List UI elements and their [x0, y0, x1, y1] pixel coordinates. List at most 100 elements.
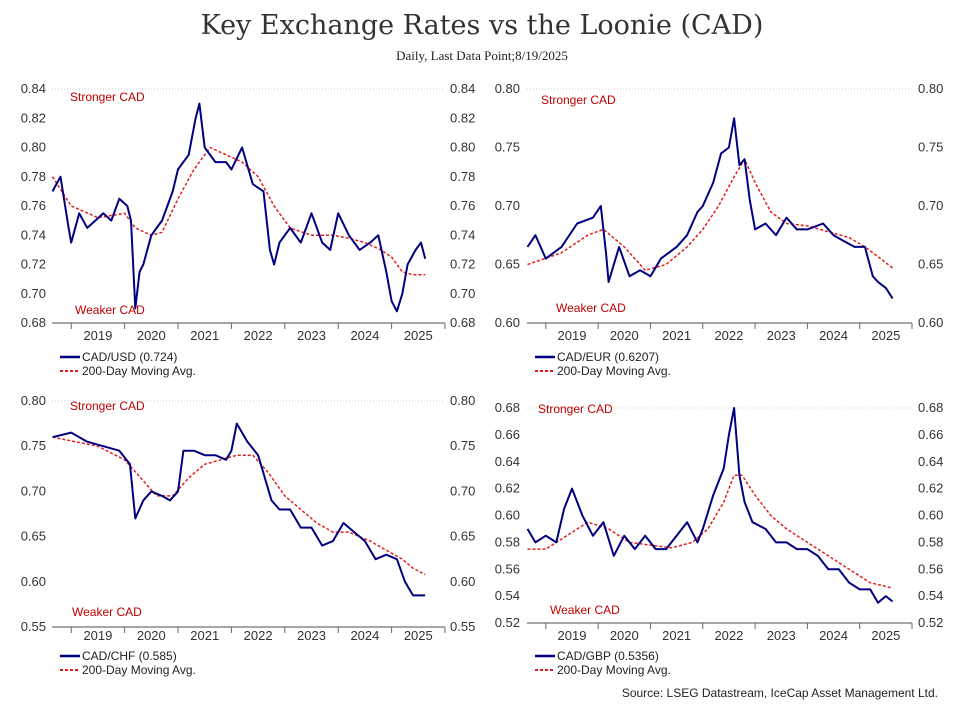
x-tick-label: 2025: [404, 328, 433, 343]
legend: CAD/GBP (0.5356)200-Day Moving Avg.: [535, 649, 671, 677]
y-tick-label-left: 0.80: [21, 393, 46, 408]
x-tick-label: 2024: [819, 328, 848, 343]
y-tick-label-right: 0.70: [450, 483, 475, 498]
series-line-cad-usd: [51, 102, 427, 313]
y-tick-label-left: 0.60: [21, 574, 46, 589]
x-tick-label: 2022: [244, 628, 273, 643]
series-line-cad-eur: [526, 117, 894, 299]
y-tick-label-right: 0.58: [918, 534, 943, 549]
x-tick-label: 2025: [404, 628, 433, 643]
y-tick-label-right: 0.80: [450, 393, 475, 408]
y-tick-label-left: 0.70: [21, 286, 46, 301]
y-tick-label-left: 0.76: [21, 198, 46, 213]
y-tick-label-left: 0.60: [495, 508, 520, 523]
y-tick-label-left: 0.60: [495, 315, 520, 330]
x-tick-label: 2024: [350, 328, 379, 343]
moving-average-line: [527, 158, 894, 272]
annotation-weaker-cad: Weaker CAD: [550, 603, 620, 617]
y-tick-label-left: 0.68: [495, 400, 520, 415]
y-tick-label-right: 0.75: [918, 140, 943, 155]
legend-label-series: CAD/USD (0.724): [82, 350, 177, 364]
y-tick-label-right: 0.80: [450, 140, 475, 155]
x-tick-label: 2022: [714, 628, 743, 643]
legend-label-series: CAD/CHF (0.585): [82, 649, 177, 663]
annotation-stronger-cad: Stronger CAD: [70, 399, 145, 413]
y-tick-label-left: 0.56: [495, 561, 520, 576]
legend-label-moving-average: 200-Day Moving Avg.: [557, 364, 671, 378]
annotation-weaker-cad: Weaker CAD: [72, 605, 142, 619]
x-tick-label: 2023: [767, 628, 796, 643]
y-tick-label-right: 0.56: [918, 561, 943, 576]
series-line-cad-chf: [52, 422, 426, 597]
x-tick-label: 2020: [610, 628, 639, 643]
y-tick-label-left: 0.58: [495, 534, 520, 549]
legend-label-moving-average: 200-Day Moving Avg.: [557, 663, 671, 677]
y-tick-label-right: 0.74: [450, 227, 475, 242]
panel-cad-eur: 0.80 0.80 0.75 0.75 0.70 0.70 0.65 0.65 0.60 0.60…: [495, 81, 944, 378]
x-tick-label: 2019: [558, 628, 587, 643]
y-tick-label-left: 0.84: [21, 81, 46, 96]
legend: CAD/EUR (0.6207)200-Day Moving Avg.: [535, 350, 671, 378]
y-tick-label-left: 0.78: [21, 169, 46, 184]
y-tick-label-right: 0.55: [450, 619, 475, 634]
legend-label-moving-average: 200-Day Moving Avg.: [82, 364, 196, 378]
x-tick-label: 2022: [714, 328, 743, 343]
y-tick-label-right: 0.82: [450, 110, 475, 125]
y-tick-label-right: 0.70: [450, 286, 475, 301]
y-tick-label-right: 0.70: [918, 198, 943, 213]
moving-average-line: [51, 146, 426, 276]
y-tick-label-left: 0.70: [21, 483, 46, 498]
y-tick-label-right: 0.80: [918, 81, 943, 96]
y-tick-label-left: 0.74: [21, 227, 46, 242]
x-tick-label: 2020: [137, 628, 166, 643]
legend-label-series: CAD/EUR (0.6207): [557, 350, 659, 364]
x-tick-label: 2024: [350, 628, 379, 643]
annotation-stronger-cad: Stronger CAD: [538, 402, 613, 416]
y-tick-label-right: 0.75: [450, 438, 475, 453]
y-tick-label-right: 0.65: [450, 529, 475, 544]
y-tick-label-right: 0.62: [918, 481, 943, 496]
y-tick-label-left: 0.52: [495, 615, 520, 630]
x-tick-label: 2019: [83, 328, 112, 343]
moving-average-line: [527, 474, 893, 589]
panel-cad-usd: 0.84 0.84 0.82 0.82 0.80 0.80 0.78 0.78 0.76 0.76…: [21, 81, 476, 378]
y-tick-label-left: 0.62: [495, 481, 520, 496]
chart-title: Key Exchange Rates vs the Loonie (CAD): [200, 10, 764, 41]
y-tick-label-right: 0.72: [450, 257, 475, 272]
y-tick-label-left: 0.66: [495, 427, 520, 442]
y-tick-label-left: 0.72: [21, 257, 46, 272]
y-tick-label-left: 0.75: [495, 140, 520, 155]
panel-cad-gbp: 0.68 0.68 0.66 0.66 0.64 0.64 0.62 0.62 0.60 0.60…: [495, 400, 944, 677]
y-tick-label-right: 0.84: [450, 81, 475, 96]
y-tick-label-right: 0.66: [918, 427, 943, 442]
x-tick-label: 2020: [610, 328, 639, 343]
x-tick-label: 2023: [767, 328, 796, 343]
y-tick-label-left: 0.64: [495, 454, 520, 469]
y-tick-label-right: 0.68: [918, 400, 943, 415]
y-tick-label-right: 0.64: [918, 454, 943, 469]
annotation-stronger-cad: Stronger CAD: [70, 90, 145, 104]
x-tick-label: 2024: [819, 628, 848, 643]
y-tick-label-right: 0.65: [918, 257, 943, 272]
y-tick-label-left: 0.75: [21, 438, 46, 453]
y-tick-label-right: 0.54: [918, 588, 943, 603]
legend-label-series: CAD/GBP (0.5356): [557, 649, 659, 663]
legend-label-moving-average: 200-Day Moving Avg.: [82, 663, 196, 677]
annotation-stronger-cad: Stronger CAD: [541, 93, 616, 107]
x-tick-label: 2022: [244, 328, 273, 343]
y-tick-label-left: 0.54: [495, 588, 520, 603]
x-tick-label: 2021: [190, 628, 219, 643]
y-tick-label-right: 0.76: [450, 198, 475, 213]
y-tick-label-left: 0.55: [21, 619, 46, 634]
y-tick-label-left: 0.80: [21, 140, 46, 155]
chart-subtitle: Daily, Last Data Point;8/19/2025: [396, 48, 568, 63]
x-tick-label: 2021: [662, 628, 691, 643]
y-tick-label-left: 0.70: [495, 198, 520, 213]
y-tick-label-right: 0.60: [918, 315, 943, 330]
y-tick-label-left: 0.65: [495, 257, 520, 272]
panel-cad-chf: 0.80 0.80 0.75 0.75 0.70 0.70 0.65 0.65 0.60 0.60…: [21, 393, 476, 677]
y-tick-label-right: 0.68: [450, 315, 475, 330]
x-tick-label: 2025: [871, 628, 900, 643]
x-tick-label: 2021: [662, 328, 691, 343]
